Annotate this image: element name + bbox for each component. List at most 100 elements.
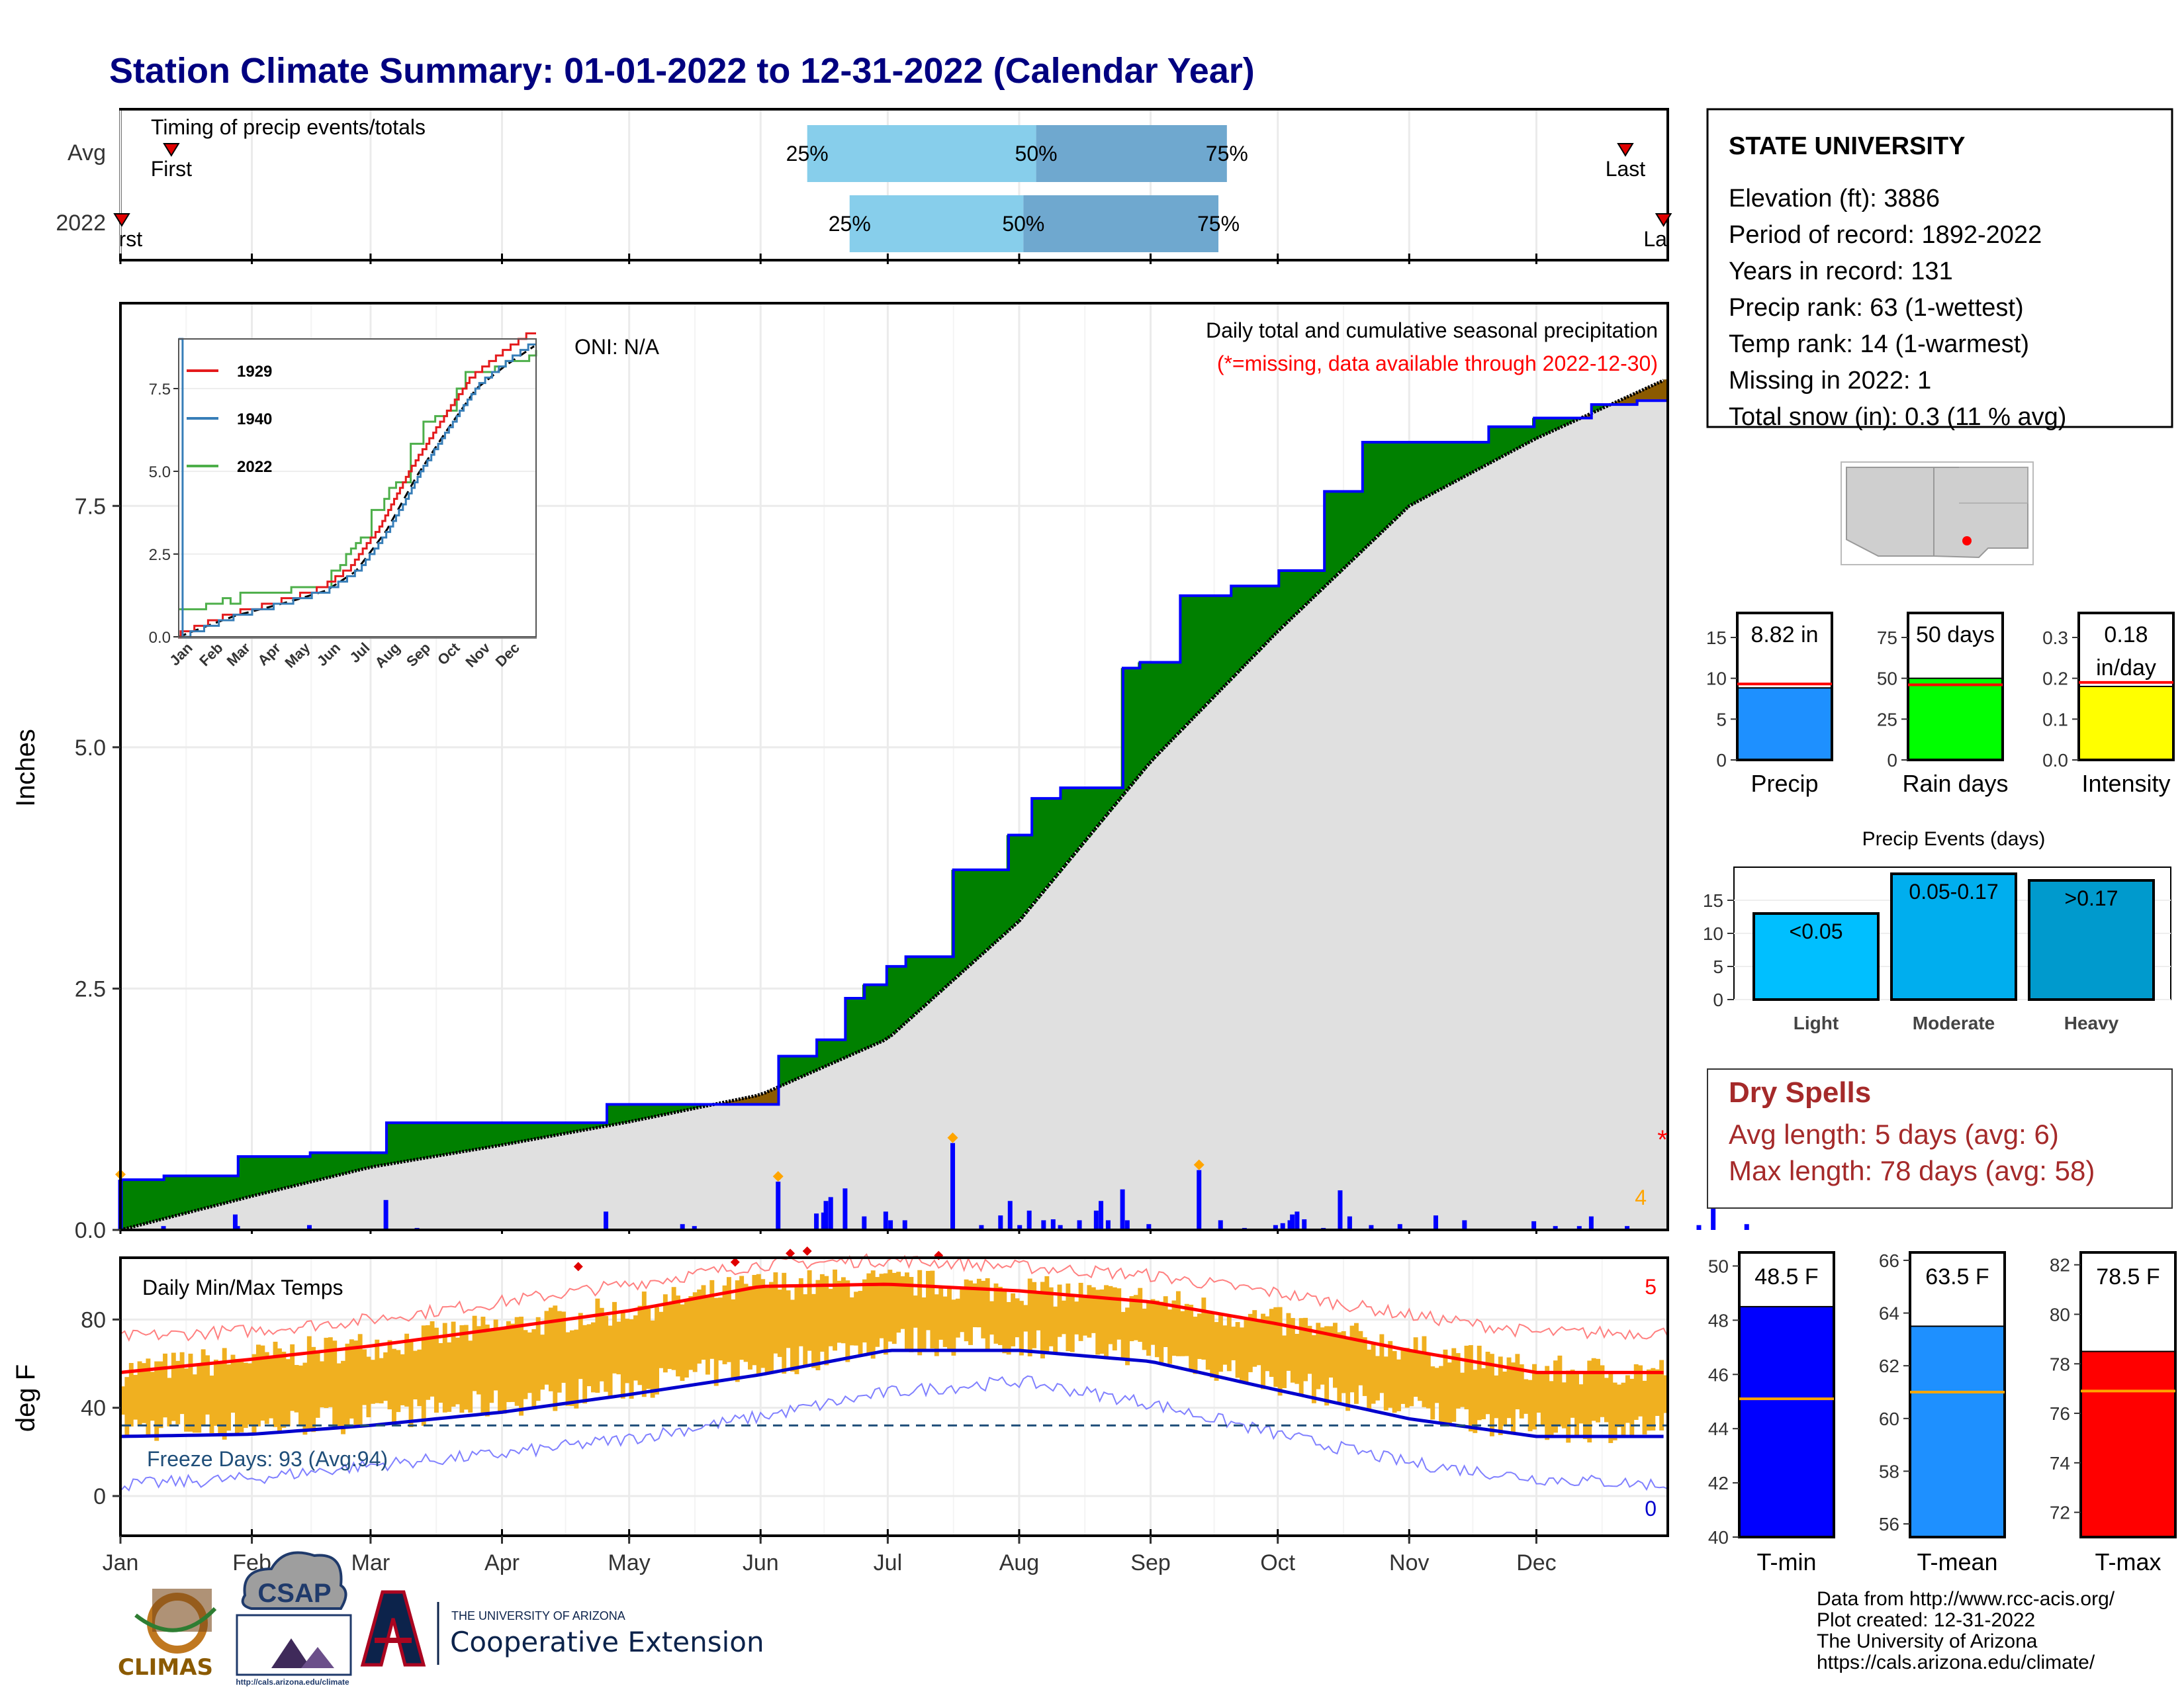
y-tick-label: 40 [81,1396,106,1421]
first-event-label: First [151,157,192,181]
oni-label: ONI: N/A [574,335,660,359]
below-average-fill [735,1100,740,1105]
daily-temp-range-bar [1222,1325,1228,1365]
quartile-25-50-bar [807,125,1036,182]
daily-temp-range-bar [833,1269,838,1351]
daily-precip-bar [1146,1224,1152,1230]
y-tick-label: 0.0 [75,1218,106,1243]
precip-events-chart: Precip Events (days) 0 5 10 15 <0.05 Light 0.0… [1703,828,2171,1033]
daily-temp-range-bar [1510,1362,1516,1435]
daily-temp-range-bar [574,1329,579,1409]
daily-temp-range-bar [366,1356,371,1417]
above-average-fill [1418,442,1423,500]
daily-temp-range-bar [1515,1354,1520,1409]
daily-temp-range-bar [887,1270,893,1342]
daily-temp-range-bar [1298,1318,1304,1396]
below-average-fill [1651,385,1656,401]
daily-temp-range-bar [1349,1325,1355,1393]
quartile-25-50-bar [849,195,1024,252]
daily-temp-range-bar [163,1353,167,1418]
above-average-fill [375,1152,380,1166]
above-average-fill [1519,426,1524,447]
above-average-fill [1367,442,1372,545]
daily-precip-bar [1553,1226,1558,1230]
events-bar-label: >0.17 [2065,886,2118,910]
above-average-fill [569,1123,574,1133]
month-label-mar: Mar [351,1550,390,1575]
daily-precip-bar [1099,1201,1104,1230]
daily-temp-range-bar [498,1328,502,1414]
above-average-fill [230,1176,236,1201]
timing-row-avg-label: Avg [68,140,106,165]
above-average-fill [1036,798,1041,898]
timing-panel-label: Timing of precip events/totals [151,115,426,139]
daily-temp-range-bar [468,1340,473,1413]
above-average-fill [1015,835,1020,923]
above-average-fill [506,1123,511,1144]
daily-temp-range-bar [1074,1301,1079,1335]
above-average-fill [1506,426,1512,453]
daily-temp-range-bar [255,1344,261,1427]
above-average-fill [519,1123,524,1142]
temp-y-tick-label: 40 [1708,1527,1729,1548]
above-average-fill [1307,570,1312,601]
above-average-fill [1032,798,1037,904]
above-average-fill [1549,418,1554,432]
daily-precip-bar [1576,1226,1582,1230]
above-average-fill [1112,788,1117,806]
inset-y-tick-label: 2.5 [149,546,171,564]
daily-precip-bar [1218,1220,1223,1230]
above-average-fill [976,870,981,957]
daily-precip-bar [842,1188,848,1230]
daily-temp-range-bar [1362,1337,1367,1396]
daily-temp-range-bar [641,1291,647,1397]
above-average-fill [1290,570,1295,618]
above-average-fill [281,1156,287,1189]
above-average-fill [324,1152,329,1178]
ua-logo: THE UNIVERSITY OF ARIZONA Cooperative Ex… [360,1590,764,1667]
daily-temp-range-bar [1006,1301,1011,1355]
above-average-fill [1273,586,1279,634]
below-average-fill [739,1098,745,1105]
daily-temp-range-bar [1646,1369,1651,1431]
daily-temp-range-bar [1053,1306,1058,1355]
daily-temp-range-bar [1180,1311,1185,1356]
temp-bar-frame [1909,1251,2006,1538]
daily-temp-range-bar [1418,1351,1422,1401]
temp-panel-label: Daily Min/Max Temps [142,1276,343,1299]
daily-precip-bar [821,1212,826,1230]
above-average-fill [548,1123,553,1137]
daily-temp-range-bar [849,1297,854,1346]
daily-temp-range-bar [1642,1380,1647,1435]
daily-temp-range-bar [997,1286,1003,1345]
daily-temp-range-bar [1574,1373,1579,1437]
above-average-fill [1489,426,1494,462]
above-average-fill [1083,788,1088,842]
daily-temp-range-bar [1455,1353,1461,1409]
daily-temp-range-bar [1282,1335,1287,1389]
daily-temp-range-bar [1167,1309,1173,1364]
map-state-far [1959,467,2028,504]
above-average-fill [1498,426,1503,458]
daily-temp-range-bar [1451,1348,1457,1422]
above-average-fill [1392,442,1397,520]
daily-temp-range-bar [790,1299,795,1372]
daily-temp-range-bar [1078,1282,1083,1341]
daily-temp-range-bar [205,1355,210,1415]
above-average-fill [662,1104,668,1115]
daily-temp-range-bar [819,1274,825,1352]
daily-temp-range-bar [370,1360,375,1404]
daily-temp-range-bar [1506,1357,1512,1419]
temp-y-tick-label: 58 [1879,1461,1899,1481]
daily-temp-range-bar [1524,1379,1529,1414]
summary-y-tick-label: 25 [1877,709,1897,729]
above-average-fill [255,1156,261,1195]
daily-temp-range-bar [1536,1372,1541,1413]
above-average-fill [1332,491,1338,577]
daily-temp-range-bar [743,1284,749,1362]
daily-temp-range-bar [154,1361,159,1441]
above-average-fill [875,984,880,1044]
daily-temp-range-bar [222,1348,227,1440]
daily-temp-range-bar [578,1313,583,1380]
daily-temp-range-bar [1434,1368,1439,1403]
